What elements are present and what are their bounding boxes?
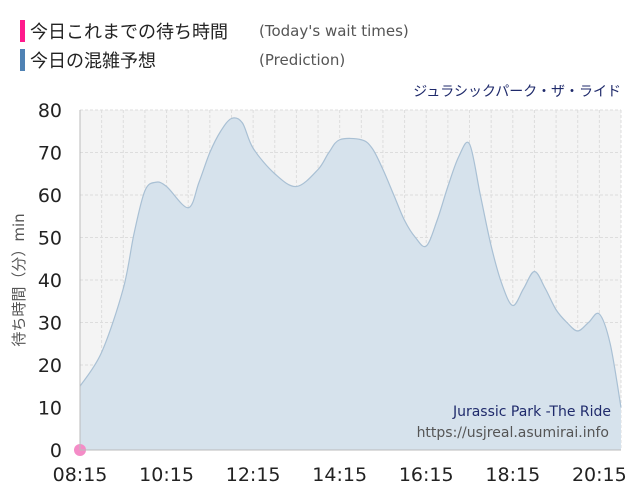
prediction-point — [436, 219, 438, 221]
watermark-title: Jurassic Park -The Ride — [452, 404, 611, 420]
prediction-point — [609, 343, 611, 345]
prediction-point — [122, 287, 124, 289]
legend-label-today-jp: 今日これまでの待ち時間 — [30, 22, 228, 43]
prediction-point — [317, 168, 319, 170]
prediction-point — [165, 185, 167, 187]
legend-swatch-prediction — [20, 49, 25, 71]
prediction-point — [479, 194, 481, 196]
prediction-point — [209, 151, 211, 153]
prediction-point — [414, 236, 416, 238]
prediction-point — [360, 139, 362, 141]
prediction-point — [425, 245, 427, 247]
prediction-point — [295, 185, 297, 187]
prediction-point — [241, 122, 243, 124]
y-tick-label: 70 — [38, 143, 62, 165]
legend-swatch-today — [20, 20, 25, 42]
x-tick-label: 18:15 — [485, 464, 540, 486]
y-tick-label: 40 — [38, 270, 62, 292]
attraction-name: ジュラシックパーク・ザ・ライド — [413, 84, 621, 100]
prediction-point — [522, 287, 524, 289]
prediction-point — [555, 309, 557, 311]
prediction-point — [187, 207, 189, 209]
x-tick-label: 10:15 — [139, 464, 194, 486]
y-tick-label: 30 — [38, 313, 62, 335]
prediction-point — [328, 151, 330, 153]
x-tick-labels: 08:15 10:15 12:15 14:15 16:15 18:15 20:15 — [53, 464, 627, 486]
y-tick-labels: 0 10 20 30 40 50 60 70 80 — [38, 100, 62, 462]
prediction-point — [512, 304, 514, 306]
prediction-point — [566, 321, 568, 323]
x-tick-label: 14:15 — [312, 464, 367, 486]
prediction-point — [144, 190, 146, 192]
prediction-point — [133, 232, 135, 234]
prediction-point — [155, 181, 157, 183]
prediction-line — [79, 117, 622, 408]
prediction-point — [338, 139, 340, 141]
prediction-point — [100, 351, 102, 353]
prediction-point — [371, 147, 373, 149]
x-tick-label: 16:15 — [399, 464, 454, 486]
x-tick-label: 12:15 — [226, 464, 281, 486]
prediction-point — [468, 143, 470, 145]
watermark-url: https://usjreal.asumirai.info — [417, 425, 609, 441]
prediction-point — [620, 406, 622, 408]
prediction-point — [501, 283, 503, 285]
prediction-point — [393, 194, 395, 196]
y-tick-label: 80 — [38, 100, 62, 122]
prediction-point — [587, 321, 589, 323]
y-tick-label: 60 — [38, 185, 62, 207]
legend-label-prediction-jp: 今日の混雑予想 — [30, 51, 156, 72]
prediction-point — [403, 219, 405, 221]
prediction-point — [219, 130, 221, 132]
x-tick-label: 20:15 — [572, 464, 627, 486]
legend: 今日これまでの待ち時間 (Today's wait times) 今日の混雑予想… — [20, 20, 409, 72]
prediction-point — [252, 147, 254, 149]
legend-label-prediction-en: (Prediction) — [259, 51, 345, 69]
y-tick-label: 50 — [38, 228, 62, 250]
prediction-point — [577, 330, 579, 332]
x-tick-label: 08:15 — [53, 464, 108, 486]
prediction-point — [230, 117, 232, 119]
y-tick-label: 20 — [38, 355, 62, 377]
prediction-point — [598, 313, 600, 315]
y-axis-label: 待ち時間（分）min — [10, 213, 28, 346]
legend-label-today-en: (Today's wait times) — [259, 22, 409, 40]
y-tick-label: 0 — [50, 440, 62, 462]
prediction-point — [274, 173, 276, 175]
prediction-point — [458, 156, 460, 158]
y-tick-label: 10 — [38, 398, 62, 420]
prediction-point — [490, 245, 492, 247]
prediction-point — [382, 168, 384, 170]
prediction-point — [447, 185, 449, 187]
prediction-point — [544, 287, 546, 289]
prediction-area — [80, 117, 621, 450]
prediction-point — [533, 270, 535, 272]
prediction-point — [198, 181, 200, 183]
